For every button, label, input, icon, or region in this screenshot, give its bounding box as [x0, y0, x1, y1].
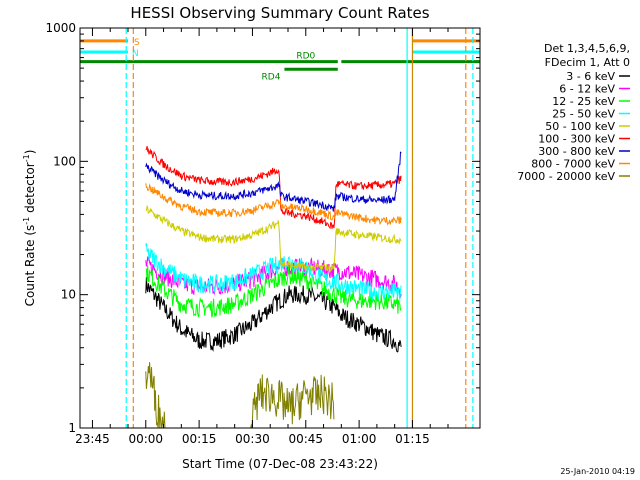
- x-tick-label-2: 00:15: [182, 432, 217, 446]
- axis-ticks: 23:45 00:00 00:15 00:30 00:45 01:00 01:15 1 10 10…: [45, 21, 480, 446]
- vertical-markers: [125, 28, 474, 428]
- legend-label-8: 7000 - 20000 keV: [517, 170, 615, 183]
- status-flags: SN RD0 RD4: [80, 38, 480, 82]
- legend-label-6: 300 - 800 keV: [538, 145, 615, 158]
- x-tick-label-0: 23:45: [75, 432, 110, 446]
- flag-label-rd4: RD4: [262, 72, 281, 82]
- x-axis-label: Start Time (07-Dec-08 23:43:22): [182, 457, 378, 471]
- y-tick-label-2: 100: [53, 154, 76, 168]
- series-line-4: [145, 204, 402, 273]
- flag-label-s: S: [134, 38, 140, 48]
- flag-label-n: N: [132, 49, 139, 59]
- y-tick-label-0: 1: [68, 421, 76, 435]
- x-tick-label-4: 00:45: [288, 432, 323, 446]
- series-line-5: [145, 145, 402, 230]
- series-line-8: [250, 374, 335, 429]
- legend-label-3: 25 - 50 keV: [552, 108, 615, 121]
- legend-label-0: 3 - 6 keV: [566, 70, 615, 83]
- plot-frame: [79, 27, 481, 429]
- y-axis-label: Count Rate (s-1 detector-1): [22, 150, 37, 307]
- series-line-0: [145, 277, 402, 353]
- x-tick-label-1: 00:00: [128, 432, 163, 446]
- legend-header-line-1: Det 1,3,4,5,6,9,: [544, 42, 630, 55]
- series-line-3: [145, 243, 402, 301]
- series-line-6: [145, 151, 402, 212]
- legend: Det 1,3,4,5,6,9, FDecim 1, Att 0 3 - 6 k…: [517, 42, 630, 183]
- legend-header-line-2: FDecim 1, Att 0: [545, 56, 630, 69]
- series-lines: [145, 145, 402, 429]
- y-tick-label-3: 1000: [45, 21, 76, 35]
- series-line-7: [145, 183, 402, 226]
- legend-label-7: 800 - 7000 keV: [531, 158, 615, 171]
- y-tick-label-1: 10: [61, 288, 76, 302]
- legend-label-4: 50 - 100 keV: [545, 120, 615, 133]
- series-line-2: [145, 264, 402, 318]
- legend-label-2: 12 - 25 keV: [552, 95, 615, 108]
- x-tick-label-3: 00:30: [235, 432, 270, 446]
- x-tick-label-5: 01:00: [342, 432, 377, 446]
- timestamp: 25-Jan-2010 04:19: [560, 467, 635, 476]
- x-tick-label-6: 01:15: [395, 432, 430, 446]
- chart-title: HESSI Observing Summary Count Rates: [130, 4, 429, 22]
- flag-label-rd0: RD0: [296, 52, 315, 62]
- legend-label-1: 6 - 12 keV: [559, 83, 615, 96]
- legend-label-5: 100 - 300 keV: [538, 133, 615, 146]
